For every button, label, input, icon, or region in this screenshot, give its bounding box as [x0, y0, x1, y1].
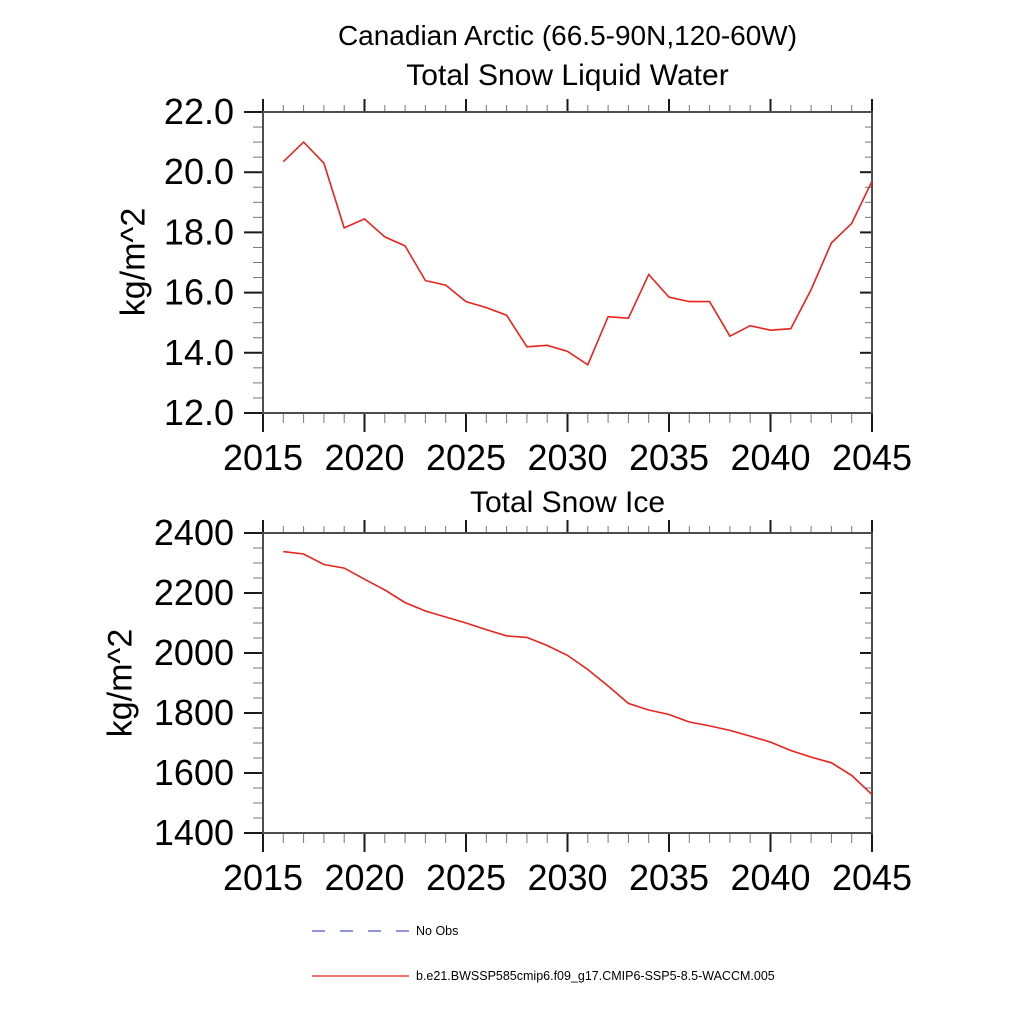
- legend-item-no-obs: No Obs: [312, 924, 458, 938]
- y-tick-label: 2400: [154, 512, 234, 553]
- plot-border: [262, 532, 873, 834]
- series-line: [283, 550, 873, 796]
- plot-border: [262, 111, 873, 414]
- x-tick-label: 2045: [832, 857, 912, 898]
- y-tick-label: 2200: [154, 572, 234, 613]
- x-tick-label: 2025: [426, 437, 506, 478]
- x-tick-label: 2045: [832, 437, 912, 478]
- chart-2: 2015 2020 2025 2030 2035 2040 2045 1400 1600 1800…: [154, 512, 912, 898]
- y-tick-label: 22.0: [164, 91, 234, 132]
- x-tick-label: 2030: [527, 437, 607, 478]
- page-title: Canadian Arctic (66.5-90N,120-60W): [337, 20, 798, 51]
- chart2-title: Total Snow Ice: [469, 486, 666, 519]
- chart1-title: Total Snow Liquid Water: [406, 59, 729, 92]
- x-tick-label: 2040: [730, 857, 810, 898]
- x-tick-label: 2020: [324, 437, 404, 478]
- y-tick-label: 2000: [154, 632, 234, 673]
- x-tick-label: 2035: [629, 437, 709, 478]
- y-tick-label: 1400: [154, 812, 234, 853]
- y-tick-label: 12.0: [164, 392, 234, 433]
- legend-label-model-run: b.e21.BWSSP585cmip6.f09_g17.CMIP6-SSP5-8…: [416, 969, 775, 983]
- y-tick-label: 1600: [154, 752, 234, 793]
- x-tick-label: 2020: [324, 857, 404, 898]
- y-tick-label: 14.0: [164, 332, 234, 373]
- y-tick-label: 18.0: [164, 211, 234, 252]
- x-tick-label: 2015: [223, 857, 303, 898]
- legend-item-model-run: b.e21.BWSSP585cmip6.f09_g17.CMIP6-SSP5-8…: [312, 969, 775, 983]
- x-tick-label: 2040: [730, 437, 810, 478]
- y-tick-label: 20.0: [164, 151, 234, 192]
- model-run-solid-line-swatch: [312, 975, 409, 977]
- legend-label-no-obs: No Obs: [416, 924, 459, 938]
- x-tick-label: 2025: [426, 857, 506, 898]
- y-tick-label: 1800: [154, 692, 234, 733]
- y-tick-label: 16.0: [164, 272, 234, 313]
- series-line: [282, 140, 873, 367]
- x-tick-label: 2030: [527, 857, 607, 898]
- x-tick-label: 2035: [629, 857, 709, 898]
- x-tick-label: 2015: [223, 437, 303, 478]
- no-obs-dashed-line-swatch: [312, 930, 409, 932]
- chart-1: 2015 2020 2025 2030 2035 2040 2045 12.0 14.0 16.0…: [164, 91, 912, 478]
